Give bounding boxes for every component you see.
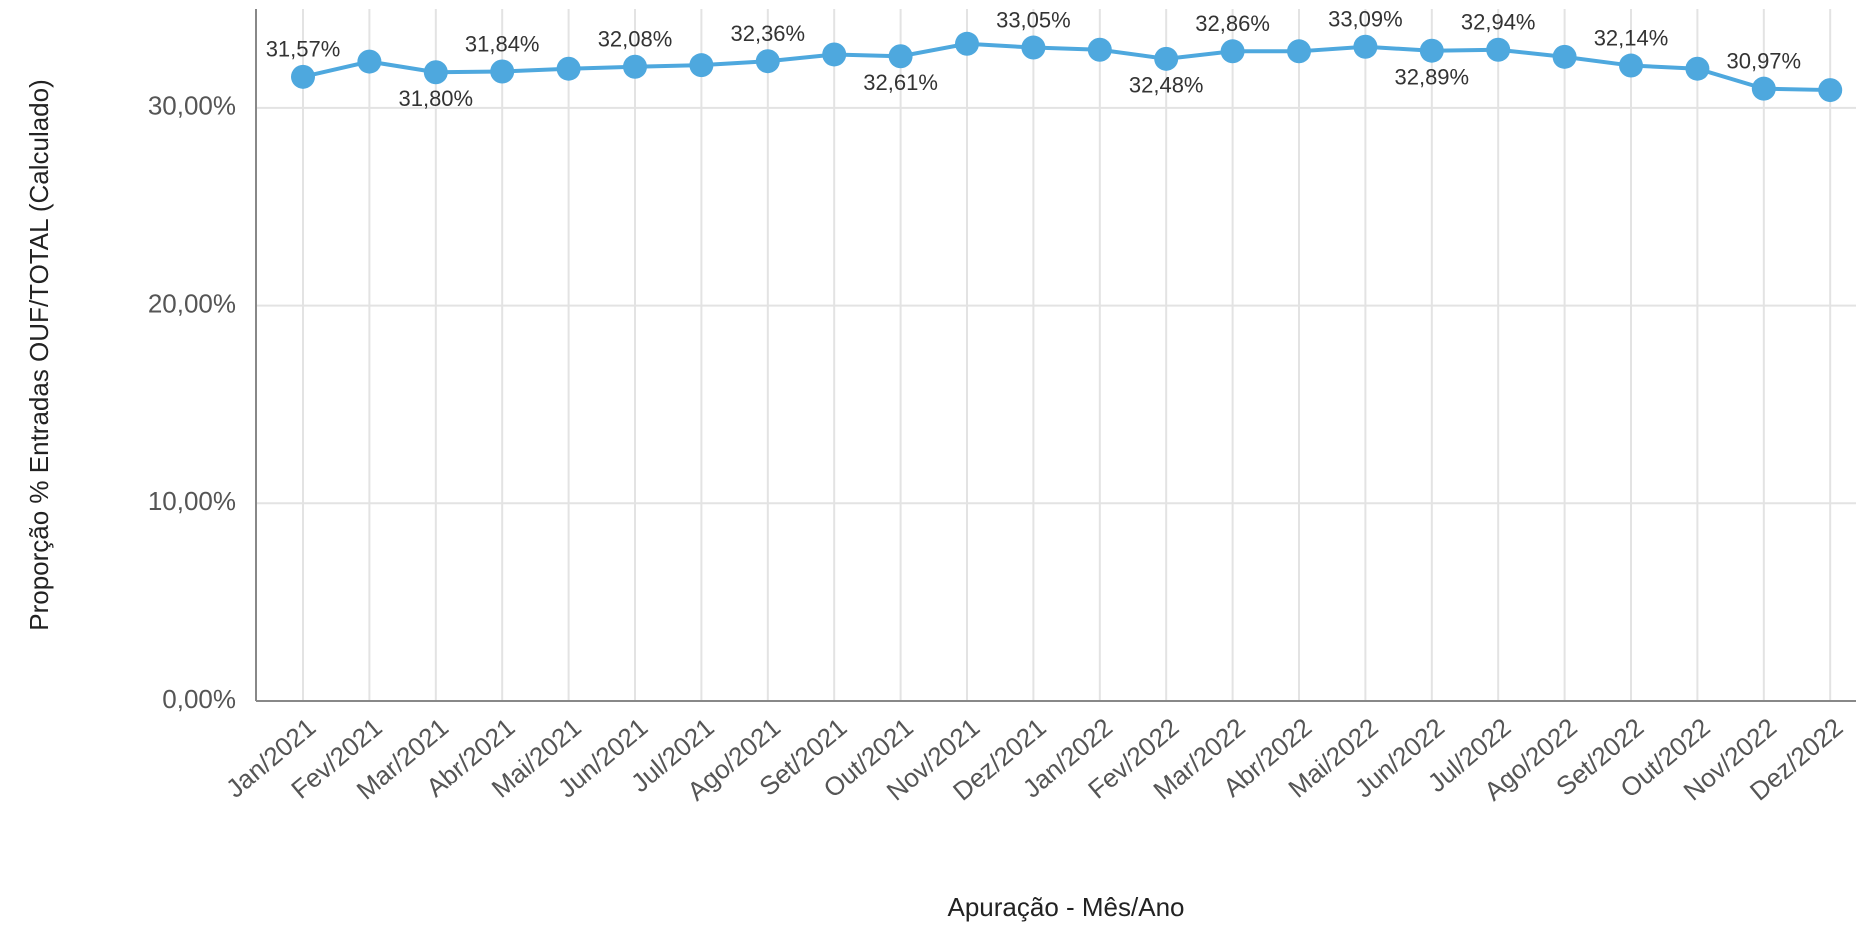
y-tick-label: 0,00%: [162, 684, 236, 714]
point: [1287, 39, 1311, 64]
value-label: 31,57%: [266, 37, 341, 62]
point: [888, 44, 913, 69]
point: [1021, 35, 1046, 60]
x-axis-title: Apuração - Mês/Ano: [947, 892, 1184, 922]
point: [1685, 56, 1710, 81]
point: [423, 60, 448, 85]
point: [955, 31, 979, 56]
point: [1486, 37, 1511, 62]
point: [1619, 53, 1643, 78]
value-label: 32,86%: [1195, 11, 1270, 36]
point: [1154, 46, 1179, 71]
value-label: 31,84%: [465, 31, 540, 56]
value-label: 32,08%: [598, 27, 673, 52]
y-tick-label: 30,00%: [148, 91, 236, 121]
point: [1818, 78, 1843, 103]
point: [623, 54, 647, 79]
point: [357, 49, 382, 74]
value-label: 32,94%: [1461, 10, 1536, 35]
point: [755, 49, 780, 74]
value-label: 32,89%: [1394, 65, 1469, 90]
point: [490, 59, 515, 84]
point: [1419, 38, 1444, 63]
point: [1353, 34, 1378, 59]
y-axis-title: Proporção % Entradas OUF/TOTAL (Calculad…: [24, 79, 54, 631]
value-label: 32,36%: [730, 21, 805, 46]
point: [689, 53, 714, 78]
value-label: 32,48%: [1129, 73, 1204, 98]
value-label: 32,61%: [863, 70, 938, 95]
value-label: 33,09%: [1328, 7, 1403, 32]
value-label: 31,80%: [398, 86, 473, 111]
y-tick-label: 20,00%: [148, 288, 236, 318]
point: [822, 42, 847, 67]
point: [556, 56, 581, 81]
point: [291, 64, 315, 89]
point: [1552, 44, 1577, 69]
point: [1220, 39, 1245, 64]
value-label: 32,14%: [1594, 25, 1669, 50]
point: [1087, 37, 1112, 62]
y-tick-label: 10,00%: [148, 486, 236, 516]
value-label: 30,97%: [1726, 48, 1801, 73]
point: [1751, 76, 1776, 101]
value-label: 33,05%: [996, 7, 1071, 32]
